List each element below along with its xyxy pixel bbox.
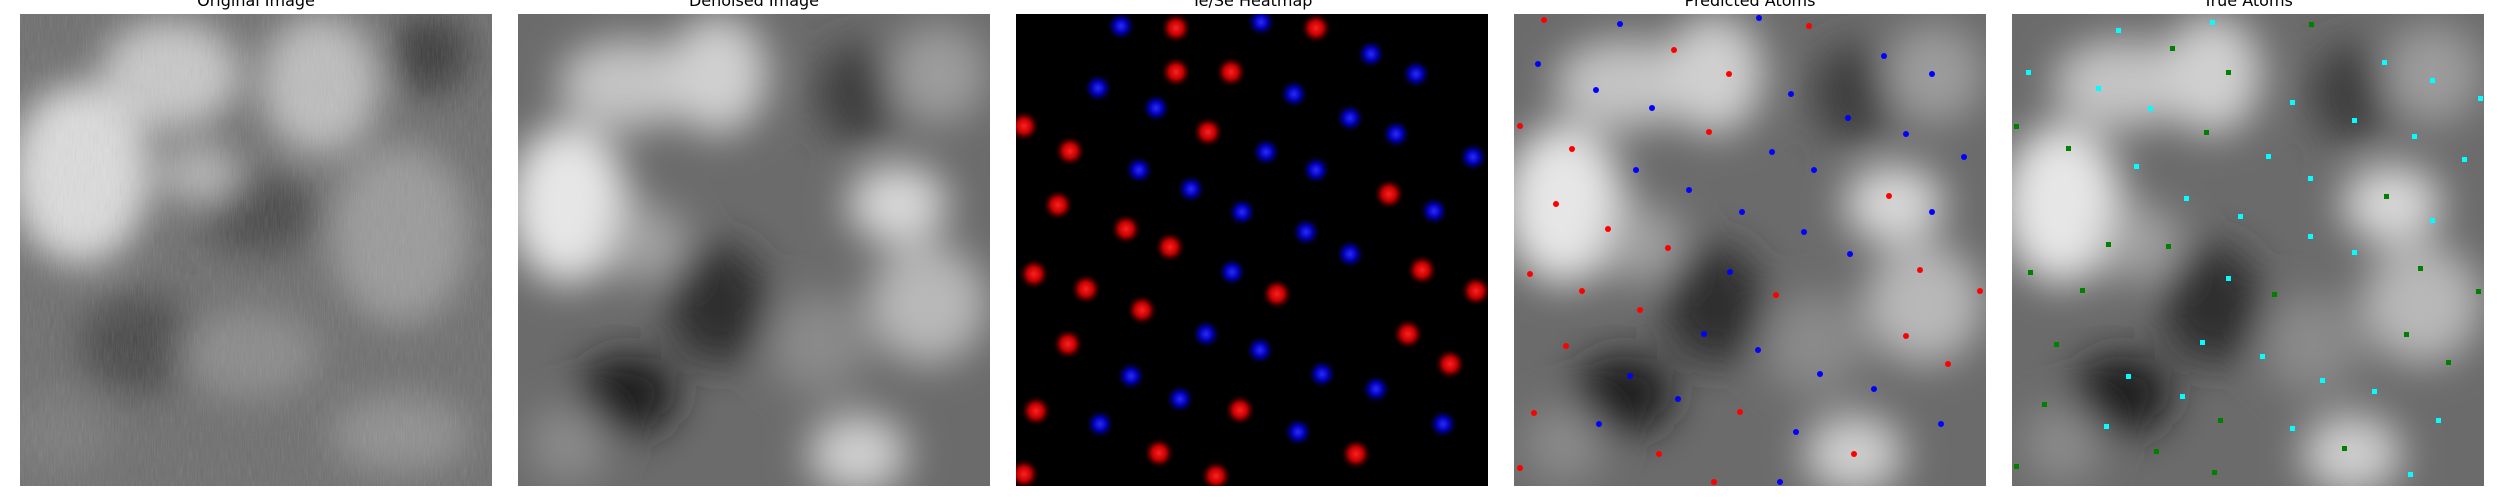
predicted-te-markers [1517,17,1983,485]
true-te-markers [2014,22,2481,475]
true-atoms-image [2012,14,2484,486]
te-blob-group [1016,14,1488,486]
se-blob-group [1083,14,1488,447]
panel-heatmap: Te/Se Heatmap [1016,0,1488,500]
panel-predicted: Predicted Atoms [1514,0,1986,500]
panel-title: Denoised Image [688,0,820,10]
predicted-atoms-image [1514,14,1986,486]
original-image [20,14,492,486]
denoised-image [518,14,990,486]
panel-title: Predicted Atoms [1684,0,1816,10]
panel-title: Original Image [197,0,315,10]
te-se-heatmap [1016,14,1488,486]
panel-title: Te/Se Heatmap [1191,0,1313,10]
panel-true: True Atoms [2012,0,2484,500]
panel-original: Original Image [20,0,492,500]
predicted-se-markers [1535,15,1967,485]
panel-title: True Atoms [2203,0,2293,10]
true-se-markers [2026,20,2483,477]
panel-denoised: Denoised Image [518,0,990,500]
